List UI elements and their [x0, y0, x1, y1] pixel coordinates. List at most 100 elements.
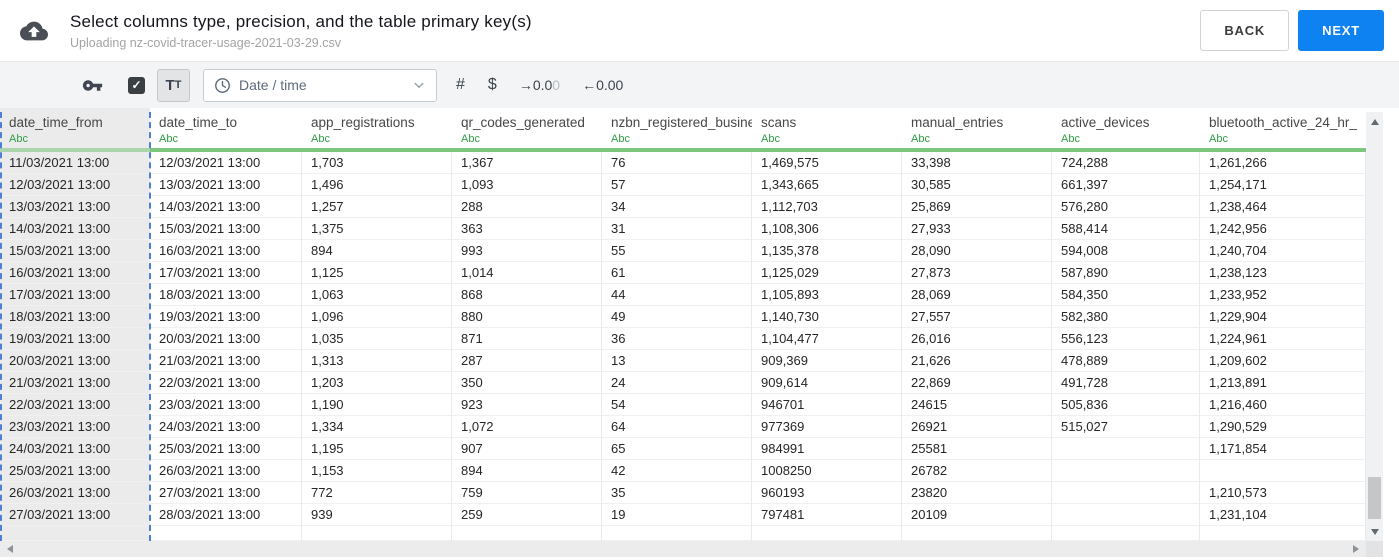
next-button[interactable]: NEXT [1298, 10, 1384, 51]
triangle-right-icon [1353, 545, 1359, 553]
table-cell: 576,280 [1052, 196, 1200, 218]
table-cell: 894 [302, 240, 452, 262]
table-cell: 909,369 [752, 350, 902, 372]
table-row: 11/03/2021 13:00 12/03/2021 13:00 1,703 1,3… [0, 152, 1366, 174]
table-cell: 15/03/2021 13:00 [0, 240, 150, 262]
table-cell: 20/03/2021 13:00 [0, 350, 150, 372]
table-cell [150, 526, 302, 541]
column-name: scans [761, 115, 797, 130]
column-header-nzbn_registered_busine[interactable]: nzbn_registered_busine Abc [602, 108, 752, 152]
increase-decimal-button[interactable]: →0.00 [518, 77, 561, 93]
column-header-active_devices[interactable]: active_devices Abc [1052, 108, 1200, 152]
column-include-checkbox[interactable]: ✓ [128, 76, 145, 94]
table-cell: 15/03/2021 13:00 [150, 218, 302, 240]
table-row: 27/03/2021 13:00 28/03/2021 13:00 939 259 19… [0, 504, 1366, 526]
table-cell [1052, 526, 1200, 541]
table-cell: 19 [602, 504, 752, 526]
scroll-down-arrow[interactable] [1366, 524, 1383, 539]
table-cell: 34 [602, 196, 752, 218]
vertical-scrollbar[interactable] [1366, 112, 1383, 541]
column-header-date_time_from[interactable]: date_time_from Abc [0, 108, 150, 152]
column-name: bluetooth_active_24_hr_ [1209, 115, 1357, 130]
table-cell: 871 [452, 328, 602, 350]
table-cell: 64 [602, 416, 752, 438]
table-cell [1052, 504, 1200, 526]
column-header-qr_codes_generated[interactable]: qr_codes_generated Abc [452, 108, 602, 152]
column-type-label: Abc [311, 133, 330, 145]
column-header-date_time_to[interactable]: date_time_to Abc [150, 108, 302, 152]
clock-icon [215, 77, 230, 93]
column-type-label: Abc [761, 133, 780, 145]
table-cell: 30,585 [902, 174, 1052, 196]
column-header-bluetooth_active_24_hr_[interactable]: bluetooth_active_24_hr_ Abc [1200, 108, 1366, 152]
currency-type-button[interactable]: $ [487, 76, 497, 93]
column-type-label: Abc [611, 133, 630, 145]
table-cell: 505,836 [1052, 394, 1200, 416]
column-type-dropdown[interactable]: Date / time [203, 68, 437, 102]
table-cell: 1,108,306 [752, 218, 902, 240]
table-cell: 33,398 [902, 152, 1052, 174]
table-cell: 582,380 [1052, 306, 1200, 328]
table-cell: 21/03/2021 13:00 [150, 350, 302, 372]
table-cell: 27,873 [902, 262, 1052, 284]
grid-header: date_time_from Abc date_time_to Abc app_regi… [0, 108, 1366, 152]
table-row: 13/03/2021 13:00 14/03/2021 13:00 1,257 288… [0, 196, 1366, 218]
table-cell: 1,216,460 [1200, 394, 1366, 416]
table-cell [302, 526, 452, 541]
table-cell: 13/03/2021 13:00 [150, 174, 302, 196]
scrollbar-corner [1366, 541, 1383, 557]
table-cell: 993 [452, 240, 602, 262]
decrease-decimal-button[interactable]: ←0.00 [582, 77, 624, 93]
grid-body: 11/03/2021 13:00 12/03/2021 13:00 1,703 1,3… [0, 152, 1366, 541]
table-cell: 1,203 [302, 372, 452, 394]
table-cell [1052, 438, 1200, 460]
scroll-up-arrow[interactable] [1366, 114, 1383, 129]
table-cell: 28,069 [902, 284, 1052, 306]
table-cell: 18/03/2021 13:00 [0, 306, 150, 328]
table-row: 20/03/2021 13:00 21/03/2021 13:00 1,313 287… [0, 350, 1366, 372]
table-cell: 1008250 [752, 460, 902, 482]
table-cell: 1,035 [302, 328, 452, 350]
table-cell: 1,195 [302, 438, 452, 460]
vertical-scrollbar-thumb[interactable] [1368, 477, 1381, 519]
table-cell: 49 [602, 306, 752, 328]
table-row: 22/03/2021 13:00 23/03/2021 13:00 1,190 923… [0, 394, 1366, 416]
table-cell: 1,334 [302, 416, 452, 438]
table-cell [452, 526, 602, 541]
table-cell: 584,350 [1052, 284, 1200, 306]
column-header-manual_entries[interactable]: manual_entries Abc [902, 108, 1052, 152]
column-name: app_registrations [311, 115, 415, 130]
table-cell: 350 [452, 372, 602, 394]
table-cell: 556,123 [1052, 328, 1200, 350]
table-cell: 22/03/2021 13:00 [150, 372, 302, 394]
header-titles: Select columns type, precision, and the … [70, 12, 1200, 50]
table-row: 17/03/2021 13:00 18/03/2021 13:00 1,063 868… [0, 284, 1366, 306]
table-cell: 16/03/2021 13:00 [0, 262, 150, 284]
back-button[interactable]: BACK [1200, 10, 1290, 51]
number-type-button[interactable]: # [456, 76, 465, 93]
table-cell: 1,367 [452, 152, 602, 174]
table-cell: 65 [602, 438, 752, 460]
column-name: qr_codes_generated [461, 115, 585, 130]
primary-key-icon[interactable] [82, 75, 103, 96]
table-cell: 20/03/2021 13:00 [150, 328, 302, 350]
table-cell: 23/03/2021 13:00 [0, 416, 150, 438]
horizontal-scrollbar[interactable] [0, 541, 1366, 557]
table-cell: 1,224,961 [1200, 328, 1366, 350]
column-header-scans[interactable]: scans Abc [752, 108, 902, 152]
table-cell [1052, 460, 1200, 482]
table-cell: 25/03/2021 13:00 [0, 460, 150, 482]
table-cell: 1,190 [302, 394, 452, 416]
scroll-left-arrow[interactable] [2, 541, 18, 557]
table-cell: 25,869 [902, 196, 1052, 218]
table-cell: 13 [602, 350, 752, 372]
column-type-label: Abc [159, 133, 178, 145]
table-cell: 22/03/2021 13:00 [0, 394, 150, 416]
table-cell: 1,063 [302, 284, 452, 306]
table-cell: 23/03/2021 13:00 [150, 394, 302, 416]
table-row: 18/03/2021 13:00 19/03/2021 13:00 1,096 880… [0, 306, 1366, 328]
table-cell: 26782 [902, 460, 1052, 482]
column-header-app_registrations[interactable]: app_registrations Abc [302, 108, 452, 152]
scroll-right-arrow[interactable] [1348, 541, 1364, 557]
